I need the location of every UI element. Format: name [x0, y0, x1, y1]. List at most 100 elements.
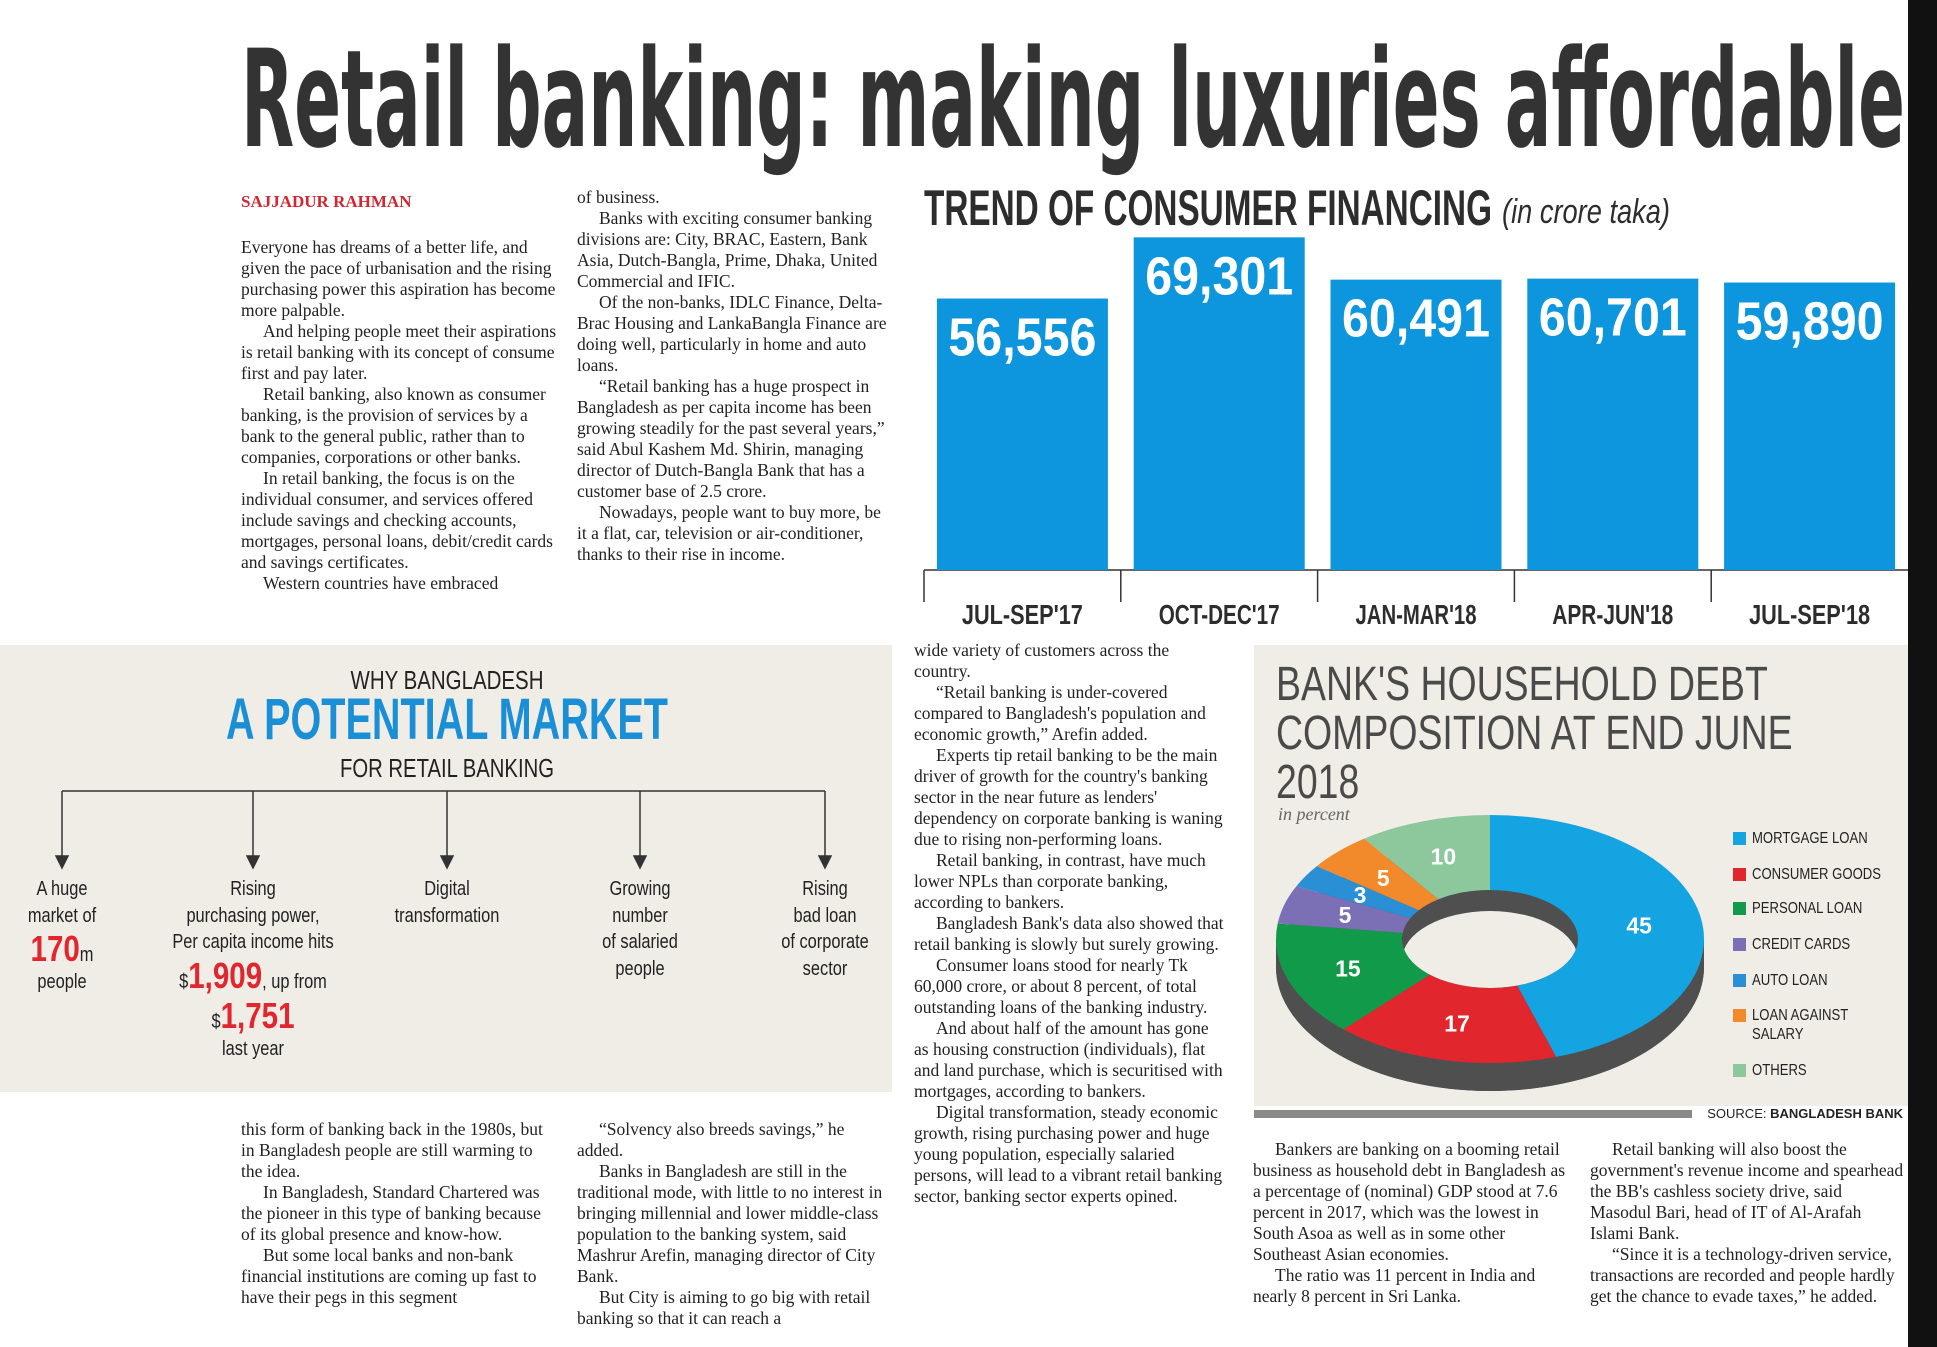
item-currency: $: [211, 1010, 221, 1033]
paragraph: Everyone has dreams of a better life, an…: [241, 237, 556, 320]
item-line: sector: [802, 957, 848, 980]
text-column: Retail banking will also boost the gover…: [1590, 1139, 1906, 1307]
legend-swatch: [1733, 938, 1746, 951]
pie-slice: [1277, 886, 1411, 933]
text-column: Everyone has dreams of a better life, an…: [241, 237, 558, 594]
x-tick-label: JAN-MAR'18: [1356, 599, 1477, 630]
item-line: number: [612, 904, 668, 927]
page-edge: [1908, 0, 1937, 1347]
text-column: wide variety of customers across the cou…: [914, 640, 1226, 1207]
info-tree: [54, 790, 833, 870]
headline: Retail banking: making luxuries affordab…: [241, 21, 1905, 178]
item-line: bad loan: [793, 904, 857, 927]
value-label: 60,701: [1539, 288, 1687, 348]
pie-slice: [1296, 866, 1419, 919]
paragraph: Western countries have embraced: [263, 573, 499, 593]
bar: [1133, 237, 1305, 570]
bar: [1527, 278, 1699, 570]
x-tick-label: JUL-SEP'18: [1749, 599, 1870, 630]
info-subtitle: FOR RETAIL BANKING: [340, 753, 554, 783]
item-unit: m: [79, 944, 94, 966]
item-line: people: [615, 957, 665, 980]
legend-swatch: [1733, 902, 1746, 915]
paragraph: Retail banking, in contrast, have much l…: [914, 850, 1206, 912]
paragraph: Nowadays, people want to buy more, be it…: [577, 502, 881, 564]
paragraph: Bangladesh Bank's data also showed that …: [914, 913, 1224, 954]
pie-slice: [1490, 815, 1704, 1057]
value-label: 56,556: [948, 308, 1096, 368]
pie-title: BANK'S HOUSEHOLD DEBT COMPOSITION AT END…: [1276, 658, 1793, 809]
slice-label: 45: [1626, 912, 1652, 938]
value-label: 60,491: [1342, 289, 1490, 349]
legend-label: MORTGAGE LOAN: [1752, 830, 1868, 847]
info-item: A huge market of 170m people: [21, 876, 103, 996]
paragraph: of business.: [577, 187, 660, 207]
text-column: “Solvency also breeds savings,” he added…: [577, 1119, 890, 1329]
panel-bg: [0, 645, 892, 1092]
pie-subtitle: in percent: [1278, 804, 1350, 824]
item-line: last year: [222, 1037, 284, 1060]
slice-label: 3: [1354, 882, 1367, 908]
pie-slice: [1276, 923, 1430, 1030]
item-line: Growing: [609, 878, 671, 900]
item-currency: $: [179, 970, 189, 993]
paragraph: Retail banking, also known as consumer b…: [241, 384, 546, 467]
paragraph: And about half of the amount has gone as…: [914, 1018, 1223, 1101]
item-line: Rising: [802, 878, 848, 900]
info-item: Digital transformation: [373, 876, 521, 929]
item-figure-line: $1,751: [155, 995, 352, 1036]
paragraph: Banks with exciting consumer banking div…: [577, 208, 878, 291]
text-column: this form of banking back in the 1980s, …: [241, 1119, 558, 1308]
pie-slice: [1364, 815, 1490, 900]
legend-swatch: [1733, 1064, 1746, 1077]
legend-label: CONSUMER GOODS: [1752, 866, 1882, 883]
text-column: Bankers are banking on a booming retail …: [1253, 1139, 1569, 1307]
item-line: Per capita income hits: [172, 931, 334, 953]
paragraph: And helping people meet their aspiration…: [241, 321, 557, 383]
source-label: SOURCE:: [1707, 1106, 1767, 1121]
paragraph: But some local banks and non-bank financ…: [241, 1245, 537, 1307]
pie-slice: [1343, 974, 1557, 1063]
source-name: BANGLADESH BANK: [1770, 1106, 1903, 1121]
item-line: transformation: [394, 904, 500, 927]
paragraph: this form of banking back in the 1980s, …: [241, 1119, 543, 1181]
paragraph: Of the non-banks, IDLC Finance, Delta-Br…: [577, 292, 887, 375]
legend-label: PERSONAL LOAN: [1752, 900, 1863, 917]
paragraph: Retail banking will also boost the gover…: [1590, 1139, 1904, 1243]
item-figure: 170: [30, 928, 80, 969]
item-figure-line: 170m: [21, 929, 103, 969]
item-line: of corporate: [781, 931, 869, 953]
paragraph: Banks in Bangladesh are still in the tra…: [577, 1161, 883, 1286]
item-figure-line: $1,909, up from: [155, 954, 352, 996]
slice-label: 17: [1444, 1010, 1470, 1036]
paragraph: “Since it is a technology-driven service…: [1590, 1244, 1895, 1306]
paragraph: “Retail banking has a huge prospect in B…: [577, 376, 885, 501]
x-tick-label: JUL-SEP'17: [962, 599, 1083, 630]
legend-swatch: [1733, 974, 1746, 987]
paragraph: wide variety of customers across the cou…: [914, 640, 1170, 681]
paragraph: In Bangladesh, Standard Chartered was th…: [241, 1182, 541, 1244]
slice-label: 15: [1335, 955, 1361, 981]
legend-swatch: [1733, 868, 1746, 881]
x-tick-label: OCT-DEC'17: [1159, 599, 1280, 630]
text-column: of business. Banks with exciting consumer…: [577, 187, 890, 565]
item-text: , up from: [262, 970, 327, 993]
item-line: people: [37, 971, 87, 993]
item-line: A huge: [36, 878, 88, 900]
source-rule: [1254, 1110, 1692, 1118]
item-figure: 1,909: [188, 954, 263, 996]
tree-arrows: [54, 855, 833, 870]
paragraph: Digital transformation, steady economic …: [914, 1102, 1223, 1206]
bar: [936, 298, 1108, 570]
chart-title: TREND OF CONSUMER FINANCING: [924, 180, 1492, 236]
legend-label: OTHERS: [1752, 1062, 1807, 1079]
paragraph: Consumer loans stood for nearly Tk 60,00…: [914, 955, 1208, 1017]
legend-swatch: [1733, 832, 1746, 845]
item-line: Digital: [424, 878, 470, 900]
slice-label: 5: [1339, 902, 1352, 928]
paragraph: “Solvency also breeds savings,” he added…: [577, 1119, 845, 1160]
legend-swatch: [1733, 1009, 1746, 1022]
bar: [1330, 279, 1502, 570]
